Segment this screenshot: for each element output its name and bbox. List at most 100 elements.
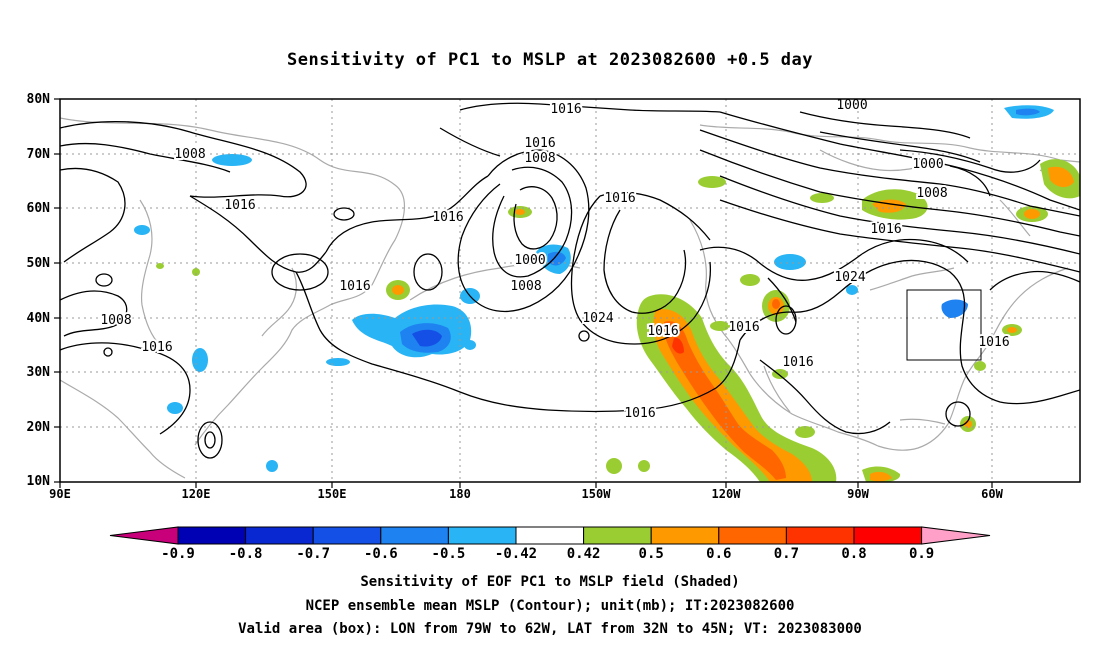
contour-label: 1016 [647,324,678,339]
colorbar-tick-label: -0.42 [494,546,538,562]
contour-label: 1000 [836,98,867,113]
shade-neg-small9 [464,340,476,350]
lat-tick-label: 70N [26,147,50,162]
lon-tick-label: 150W [581,487,611,501]
contour-label: 1008 [510,279,541,294]
shade-pos-us2 [740,274,760,286]
contour-label: 1016 [624,406,655,421]
colorbar-segment [380,526,449,545]
contour-label: 1016 [524,136,555,151]
lon-tick-label: 120W [711,487,741,501]
shade-pos-us4 [810,193,834,203]
shade-pos-carib2-o [964,420,972,428]
mslp-contours [60,102,1080,459]
shade-neg-small3 [192,348,208,372]
valid-area-box [906,289,982,361]
shade-neg-small8 [846,285,858,295]
lat-tick-label: 40N [26,311,50,326]
contour-label: 1016 [782,355,813,370]
colorbar-tick-label: -0.7 [296,546,331,562]
contour-label: 1000 [514,253,545,268]
shade-pos-pac4 [638,460,650,472]
contour-label: 1016 [978,335,1009,350]
colorbar-high-arrow [921,526,991,545]
shade-neg-siberia [212,154,252,166]
lon-tick-label: 180 [449,487,471,501]
contour-label: 1016 [870,222,901,237]
coastlines [60,117,1080,479]
footer-line-3: Valid area (box): LON from 79W to 62W, L… [238,621,862,637]
lon-tick-label: 150E [317,487,347,501]
shade-pos-us7 [974,361,986,371]
colorbar-segment [245,526,314,545]
axis-ticks [54,98,993,488]
shade-pos-mexico-orange [653,309,812,482]
colorbar-tick-label: 0.9 [908,546,935,562]
colorbar [109,526,991,545]
shade-neg-small6 [266,460,278,472]
colorbar-segment [785,526,855,545]
contour-label: 1000 [912,157,943,172]
contour-label: 1008 [916,186,947,201]
contour-label: 1008 [524,151,555,166]
map-title: Sensitivity of PC1 to MSLP at 2023082600… [286,50,813,70]
colorbar-tick-label: -0.9 [161,546,195,562]
shade-neg-small7 [774,254,806,270]
contour-label: 1024 [834,270,865,285]
shade-pos-pac1-o [392,285,404,295]
lat-tick-label: 10N [26,474,50,489]
colorbar-segment [312,526,382,545]
lon-tick-label: 60W [981,487,1003,501]
colorbar-tick-label: 0.5 [638,546,664,562]
colorbar-tick-label: 0.6 [706,546,732,562]
contour-label: 1024 [582,311,613,326]
footer-line-1: Sensitivity of EOF PC1 to MSLP field (Sh… [360,574,740,590]
lat-tick-label: 60N [26,201,50,216]
shade-neg-small4 [167,402,183,414]
lat-tick-label: 50N [26,256,50,271]
colorbar-segment [583,526,652,545]
shade-pos-atl-o [1048,166,1074,188]
lat-tick-label: 80N [26,92,50,107]
contour-label: 1016 [728,320,759,335]
contour-label: 1016 [339,279,370,294]
shade-neg-pacific-core2 [412,329,442,347]
lon-tick-label: 120E [181,487,211,501]
shade-neg-box [941,299,968,318]
lat-tick-label: 20N [26,420,50,435]
shade-pos-mexico-dark [663,321,786,480]
contour-label-group: 1016 1000 1016 1008 1008 1016 1016 1000 … [98,96,1011,423]
shade-neg-low-core [548,251,566,266]
shade-pos-sib [156,263,164,269]
shade-pos-us8 [795,426,815,438]
shade-pos-pac2-o [515,209,525,215]
colorbar-tick-label: 0.7 [773,546,800,562]
footer-line-2: NCEP ensemble mean MSLP (Contour); unit(… [305,598,795,614]
shade-pos-sib2 [192,268,200,276]
colorbar-segment [853,526,923,545]
contour-label: 1016 [432,210,463,225]
contour-label: 1008 [174,147,205,162]
contour-label: 1016 [604,191,635,206]
colorbar-tick-label: -0.6 [363,546,398,562]
lon-tick-label: 90E [49,487,71,501]
colorbar-tick-label: 0.42 [566,546,601,562]
lat-lon-grid [60,99,1080,482]
shade-pos-us5 [710,321,730,331]
shade-neg-small5 [326,358,350,366]
shade-neg-ne-core [1016,108,1040,116]
colorbar-tick-label: -0.8 [228,546,263,562]
shade-pos-carib-o [870,471,892,482]
colorbar-segment [177,526,247,545]
colorbar-segment [447,526,517,545]
colorbar-tick-label: 0.8 [841,546,867,562]
shade-pos-mexico-red [672,337,684,354]
map-frame [59,98,1081,483]
shade-pos-us3 [698,176,726,188]
shade-pos-pac3 [606,458,622,474]
lon-tick-label: 90W [847,487,869,501]
contour-label: 1016 [141,340,172,355]
contour-label: 1008 [100,313,131,328]
colorbar-segment [718,526,787,545]
